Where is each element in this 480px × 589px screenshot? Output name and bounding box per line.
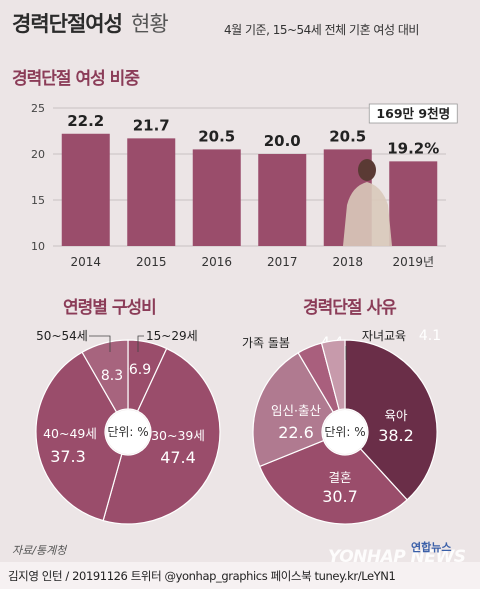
pie-center	[106, 410, 150, 454]
pie-value-label: 47.4	[160, 448, 196, 467]
footer-credit: 김지영 인턴 / 20191126 트위터 @yonhap_graphics 페…	[8, 569, 396, 583]
pie-category-label: 임신·출산	[271, 403, 321, 418]
bar	[258, 154, 307, 246]
bar-value-label: 21.7	[133, 116, 170, 134]
page-title: 경력단절여성 현황	[12, 8, 169, 38]
pie-category-label: 50~54세	[36, 329, 88, 343]
woman-head	[358, 159, 376, 181]
leader-line	[137, 335, 144, 352]
footer-bar: 김지영 인턴 / 20191126 트위터 @yonhap_graphics 페…	[0, 562, 480, 589]
pie-center-label: 단위: %	[107, 425, 148, 439]
pie-slice	[344, 339, 438, 501]
y-tick-label: 15	[31, 194, 45, 207]
x-tick-label: 2017	[267, 255, 298, 269]
pie-slice	[81, 339, 129, 413]
pie-value-label: 6.9	[129, 362, 151, 378]
annotation-label: 169만 9천명	[376, 106, 450, 121]
pie-category-label: 결혼	[328, 470, 351, 485]
brand-logo: 연합뉴스	[411, 541, 452, 554]
pie-slice	[258, 439, 408, 525]
pie-slice	[35, 351, 123, 522]
x-tick-label: 2014	[70, 255, 101, 269]
bar	[127, 138, 176, 246]
bar	[192, 149, 241, 246]
pie-category-label: 가족 돌봄	[242, 336, 290, 350]
reason-pie-title: 경력단절 사유	[303, 298, 397, 318]
x-tick-label: 2018	[332, 255, 363, 269]
y-tick-label: 25	[31, 102, 45, 115]
pie-center	[323, 410, 367, 454]
pie-category-label: 자녀교육	[362, 329, 406, 343]
y-tick-label: 10	[31, 240, 45, 253]
pie-value-label: 37.3	[50, 447, 86, 466]
pie-value-label: 4.1	[419, 328, 441, 344]
pie-value-label: 30.7	[322, 487, 358, 506]
age-pie-title: 연령별 구성비	[63, 298, 157, 318]
pie-slice	[320, 339, 346, 411]
bar-value-label: 19.2%	[387, 139, 439, 157]
pie-value-label: 22.6	[278, 423, 314, 442]
bar-chart-title: 경력단절 여성 비중	[12, 69, 140, 89]
woman-illustration	[343, 182, 392, 246]
pie-slice	[252, 351, 335, 468]
pie-slice	[102, 347, 221, 525]
pie-category-label: 40~49세	[43, 426, 97, 441]
pie-value-label: 38.2	[378, 426, 414, 445]
pie-category-label: 30~39세	[151, 428, 205, 443]
pie-center-label: 단위: %	[324, 425, 365, 439]
bar-value-label: 20.5	[198, 127, 235, 145]
x-tick-label: 2019년	[392, 255, 434, 269]
bar	[389, 161, 438, 246]
leader-line	[89, 335, 111, 352]
bar-value-label: 22.2	[67, 112, 104, 130]
annotation-box	[368, 103, 458, 124]
pie-category-label: 육아	[384, 408, 408, 423]
bar	[61, 133, 110, 246]
title-sub: 현황	[131, 12, 169, 36]
x-tick-label: 2015	[136, 255, 167, 269]
pie-value-label: 8.3	[101, 368, 123, 384]
source-note: 자료/통계청	[12, 544, 67, 557]
y-tick-label: 20	[31, 148, 45, 161]
title-main: 경력단절여성	[12, 12, 123, 36]
x-tick-label: 2016	[201, 255, 232, 269]
bar-value-label: 20.0	[264, 132, 301, 150]
subtitle: 4월 기준, 15~54세 전체 기혼 여성 대비	[224, 23, 419, 37]
bar-value-label: 20.5	[329, 127, 366, 145]
pie-category-label: 15~29세	[146, 329, 198, 343]
